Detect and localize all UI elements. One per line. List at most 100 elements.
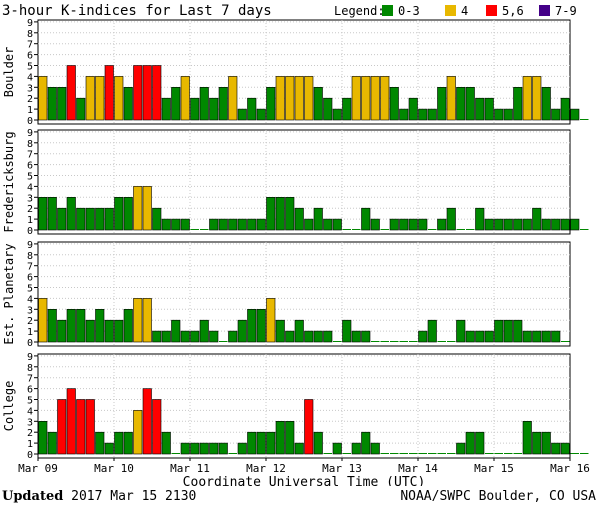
k-index-bar [266, 197, 276, 231]
k-index-bar [275, 420, 285, 455]
y-tick-label: 9 [27, 352, 33, 363]
k-index-bar [133, 65, 143, 121]
y-tick-label: 4 [27, 406, 33, 417]
k-index-bar [389, 87, 399, 121]
k-index-bar [142, 65, 152, 121]
k-index-bar [361, 431, 371, 455]
k-index-bar [332, 108, 342, 121]
k-index-bar [133, 410, 143, 455]
k-index-bar [114, 431, 124, 455]
k-index-bar [332, 442, 342, 455]
y-tick-label: 2 [27, 428, 33, 439]
k-index-bar [294, 207, 304, 231]
legend-swatch-2 [486, 5, 497, 16]
k-index-bar [427, 319, 437, 343]
k-index-bar [427, 108, 437, 121]
k-index-bar [247, 308, 257, 343]
k-index-bar [437, 87, 447, 121]
k-index-bar [152, 330, 162, 343]
k-index-bar [142, 388, 152, 455]
k-index-bar [503, 319, 513, 343]
x-tick-label: Mar 15 [474, 462, 514, 475]
k-index-bar [266, 87, 276, 121]
k-index-bar [532, 207, 542, 231]
k-index-bar [390, 453, 399, 454]
k-index-bar [95, 308, 105, 343]
y-tick-label: 6 [27, 161, 33, 172]
k-index-bar [428, 229, 437, 230]
y-tick-label: 0 [27, 450, 33, 461]
y-tick-label: 6 [27, 51, 33, 62]
k-index-bar [57, 319, 67, 343]
k-index-bar [361, 330, 371, 343]
x-tick-label: Mar 11 [170, 462, 210, 475]
panel-label-0: Boulder [2, 47, 16, 98]
k-index-bar [38, 420, 48, 455]
k-index-bar [560, 97, 570, 121]
k-index-bar [551, 442, 561, 455]
legend-item-label-3: 7-9 [555, 4, 577, 18]
y-tick-label: 2 [27, 94, 33, 105]
y-tick-label: 1 [27, 215, 33, 226]
k-index-bar [456, 319, 466, 343]
k-index-bar [437, 218, 447, 231]
k-index-bar [123, 87, 133, 121]
k-index-bar [190, 330, 200, 343]
y-tick-label: 0 [27, 338, 33, 349]
k-index-bar [256, 308, 266, 343]
k-index-bar [560, 442, 570, 455]
k-index-bar [522, 218, 532, 231]
k-index-bar [532, 431, 542, 455]
k-index-bar [466, 229, 475, 230]
k-index-bar [541, 330, 551, 343]
k-index-bar [484, 97, 494, 121]
k-index-bar [152, 399, 162, 455]
k-index-bar [218, 442, 228, 455]
k-index-bar [361, 207, 371, 231]
k-index-bar [409, 341, 418, 342]
y-tick-label: 4 [27, 72, 33, 83]
k-index-bar [66, 308, 76, 343]
k-index-bar [380, 229, 389, 230]
k-index-bar [161, 330, 171, 343]
k-index-bar [475, 207, 485, 231]
k-index-bar [285, 330, 295, 343]
k-index-bar [370, 442, 380, 455]
legend-swatch-0 [382, 5, 393, 16]
k-index-bar [171, 453, 180, 454]
x-tick-label: Mar 10 [94, 462, 134, 475]
k-index-bar [190, 97, 200, 121]
k-index-bar [484, 330, 494, 343]
k-index-bar [66, 197, 76, 231]
k-index-bar [475, 431, 485, 455]
k-index-bar [503, 108, 513, 121]
k-index-bar [85, 207, 95, 231]
k-index-bar [580, 119, 589, 120]
k-index-bar [209, 218, 219, 231]
y-tick-label: 3 [27, 193, 33, 204]
k-index-bar [409, 453, 418, 454]
y-tick-label: 7 [27, 374, 33, 385]
k-index-bar [352, 229, 361, 230]
k-index-bar [342, 453, 351, 454]
k-index-bar [161, 218, 171, 231]
y-tick-label: 8 [27, 363, 33, 374]
panel-label-1: Fredericksburg [2, 131, 16, 232]
y-tick-label: 5 [27, 62, 33, 73]
k-index-bar [541, 218, 551, 231]
k-index-bar [266, 431, 276, 455]
y-tick-label: 5 [27, 172, 33, 183]
y-tick-label: 4 [27, 182, 33, 193]
k-index-bar [475, 330, 485, 343]
k-index-bar [47, 431, 57, 455]
k-index-bar [57, 207, 67, 231]
k-index-bar [85, 76, 95, 121]
k-index-bar [371, 341, 380, 342]
legend-swatch-3 [539, 5, 550, 16]
k-index-bar [275, 197, 285, 231]
y-tick-label: 2 [27, 204, 33, 215]
k-index-bar [76, 399, 86, 455]
k-index-bar [323, 97, 333, 121]
k-index-bar [133, 186, 143, 231]
k-index-bar [313, 330, 323, 343]
